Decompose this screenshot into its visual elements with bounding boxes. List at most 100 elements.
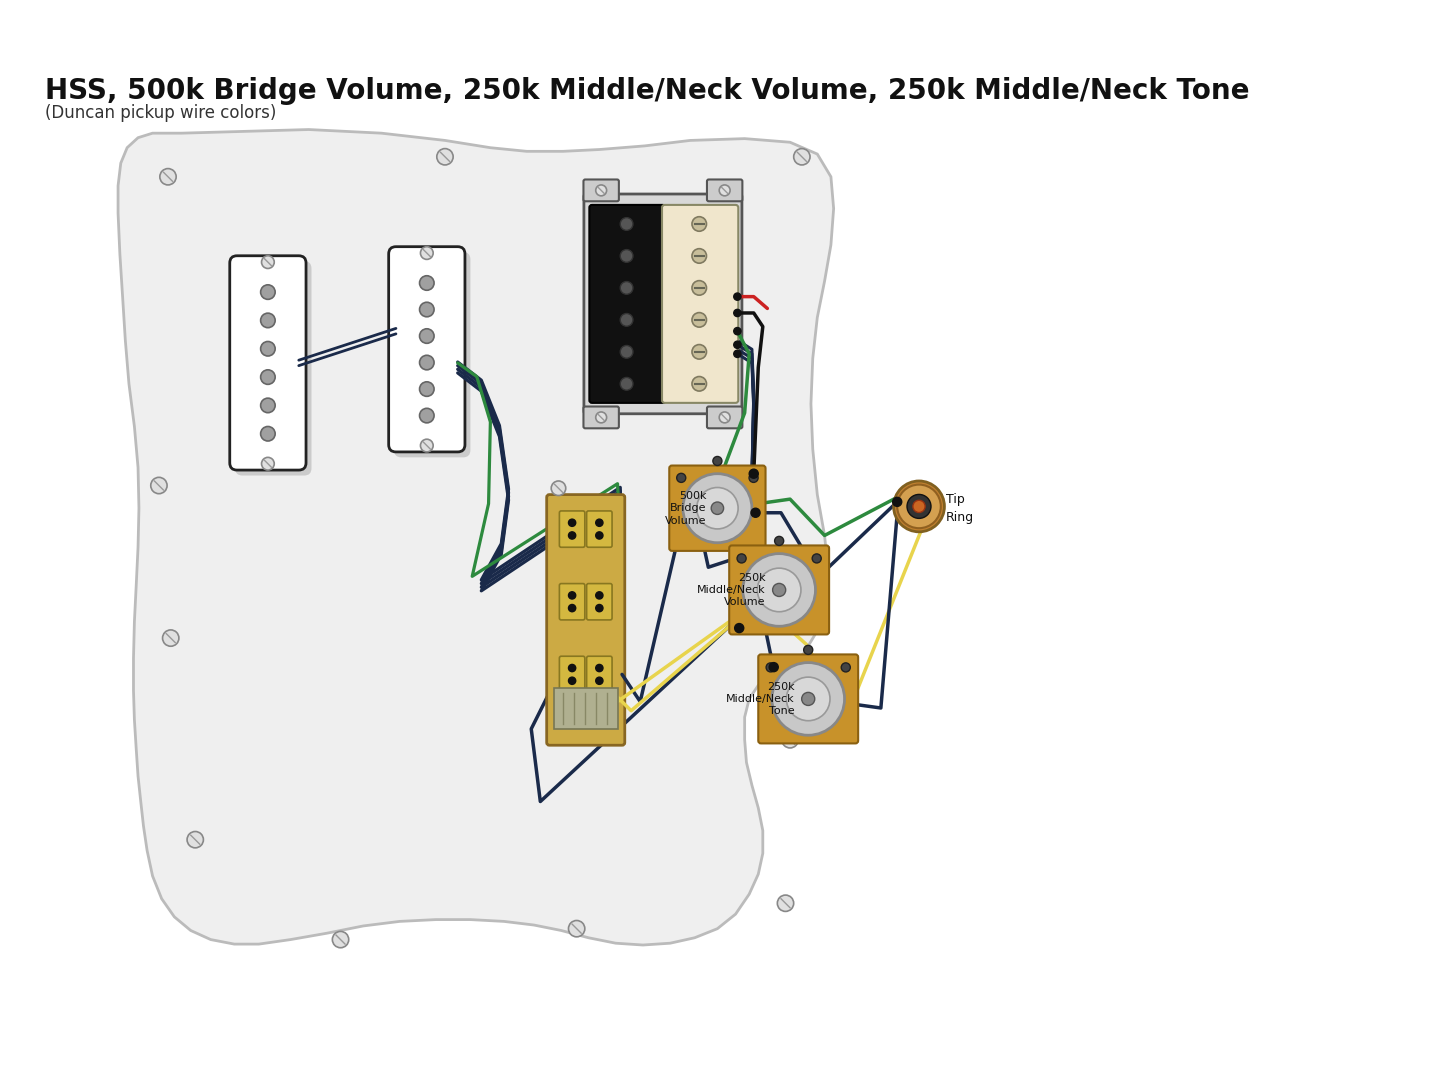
Text: HSS, 500k Bridge Volume, 250k Middle/Neck Volume, 250k Middle/Neck Tone: HSS, 500k Bridge Volume, 250k Middle/Nec…	[46, 77, 1250, 105]
Circle shape	[260, 399, 275, 413]
Circle shape	[719, 185, 731, 195]
FancyBboxPatch shape	[559, 511, 585, 548]
Circle shape	[260, 341, 275, 356]
Circle shape	[897, 485, 940, 528]
Circle shape	[733, 341, 741, 349]
Circle shape	[162, 630, 178, 646]
Text: Tip: Tip	[946, 492, 965, 505]
Circle shape	[812, 554, 821, 563]
FancyBboxPatch shape	[394, 252, 470, 457]
FancyBboxPatch shape	[559, 583, 585, 620]
Circle shape	[420, 382, 434, 396]
Circle shape	[772, 663, 844, 735]
Circle shape	[332, 931, 348, 948]
Circle shape	[187, 832, 203, 848]
Circle shape	[595, 605, 603, 611]
Text: 500k
Bridge
Volume: 500k Bridge Volume	[664, 490, 706, 526]
Circle shape	[733, 327, 741, 335]
FancyBboxPatch shape	[584, 194, 742, 414]
Circle shape	[620, 249, 633, 262]
Circle shape	[595, 185, 607, 195]
Circle shape	[620, 218, 633, 230]
Circle shape	[260, 313, 275, 327]
FancyBboxPatch shape	[587, 657, 613, 692]
Circle shape	[151, 477, 167, 494]
FancyBboxPatch shape	[758, 654, 858, 743]
Circle shape	[794, 149, 810, 165]
Circle shape	[778, 895, 794, 912]
Circle shape	[262, 256, 275, 269]
FancyBboxPatch shape	[584, 179, 618, 201]
Circle shape	[907, 495, 930, 518]
Circle shape	[735, 623, 743, 633]
FancyBboxPatch shape	[236, 261, 312, 475]
Circle shape	[696, 487, 738, 529]
Circle shape	[766, 663, 775, 672]
Circle shape	[712, 502, 723, 514]
Circle shape	[568, 592, 575, 599]
FancyBboxPatch shape	[230, 256, 306, 470]
Circle shape	[420, 302, 434, 316]
Circle shape	[713, 457, 722, 465]
Circle shape	[769, 663, 778, 672]
Circle shape	[733, 350, 741, 357]
Circle shape	[772, 583, 785, 596]
Circle shape	[758, 568, 801, 611]
Circle shape	[437, 149, 453, 165]
Circle shape	[719, 411, 731, 423]
FancyBboxPatch shape	[669, 465, 765, 551]
Circle shape	[262, 457, 275, 470]
Circle shape	[692, 281, 706, 295]
Circle shape	[692, 312, 706, 327]
Circle shape	[260, 427, 275, 441]
Circle shape	[551, 481, 565, 496]
Circle shape	[595, 677, 603, 685]
Circle shape	[568, 605, 575, 611]
Circle shape	[420, 408, 434, 423]
Circle shape	[692, 217, 706, 231]
Circle shape	[692, 377, 706, 391]
Circle shape	[620, 377, 633, 390]
Circle shape	[260, 369, 275, 384]
Text: (Duncan pickup wire colors): (Duncan pickup wire colors)	[46, 104, 276, 122]
FancyBboxPatch shape	[707, 406, 742, 429]
Circle shape	[568, 677, 575, 685]
Polygon shape	[118, 130, 834, 945]
Circle shape	[568, 519, 575, 526]
Circle shape	[733, 293, 741, 300]
Circle shape	[595, 592, 603, 599]
FancyBboxPatch shape	[590, 205, 666, 403]
Circle shape	[683, 474, 752, 543]
Circle shape	[568, 664, 575, 672]
FancyBboxPatch shape	[729, 545, 830, 634]
FancyBboxPatch shape	[661, 205, 738, 403]
Circle shape	[749, 473, 758, 483]
Circle shape	[420, 328, 434, 343]
Circle shape	[782, 731, 798, 748]
Circle shape	[743, 554, 815, 626]
Circle shape	[595, 519, 603, 526]
Circle shape	[841, 663, 850, 672]
Circle shape	[568, 531, 575, 539]
Circle shape	[677, 473, 686, 483]
FancyBboxPatch shape	[388, 246, 464, 451]
Circle shape	[420, 440, 433, 451]
Text: 250k
Middle/Neck
Volume: 250k Middle/Neck Volume	[697, 572, 765, 607]
Text: Ring: Ring	[946, 511, 975, 524]
Circle shape	[420, 275, 434, 291]
Bar	[554, 688, 617, 729]
Circle shape	[620, 346, 633, 359]
Circle shape	[620, 282, 633, 294]
Circle shape	[749, 469, 758, 478]
Circle shape	[751, 509, 761, 517]
Circle shape	[893, 497, 902, 507]
Circle shape	[913, 500, 925, 513]
FancyBboxPatch shape	[584, 406, 618, 429]
FancyBboxPatch shape	[707, 179, 742, 201]
Circle shape	[801, 692, 815, 705]
FancyBboxPatch shape	[546, 495, 624, 745]
FancyBboxPatch shape	[559, 657, 585, 692]
Circle shape	[420, 246, 433, 259]
Circle shape	[692, 345, 706, 360]
Circle shape	[775, 537, 784, 545]
